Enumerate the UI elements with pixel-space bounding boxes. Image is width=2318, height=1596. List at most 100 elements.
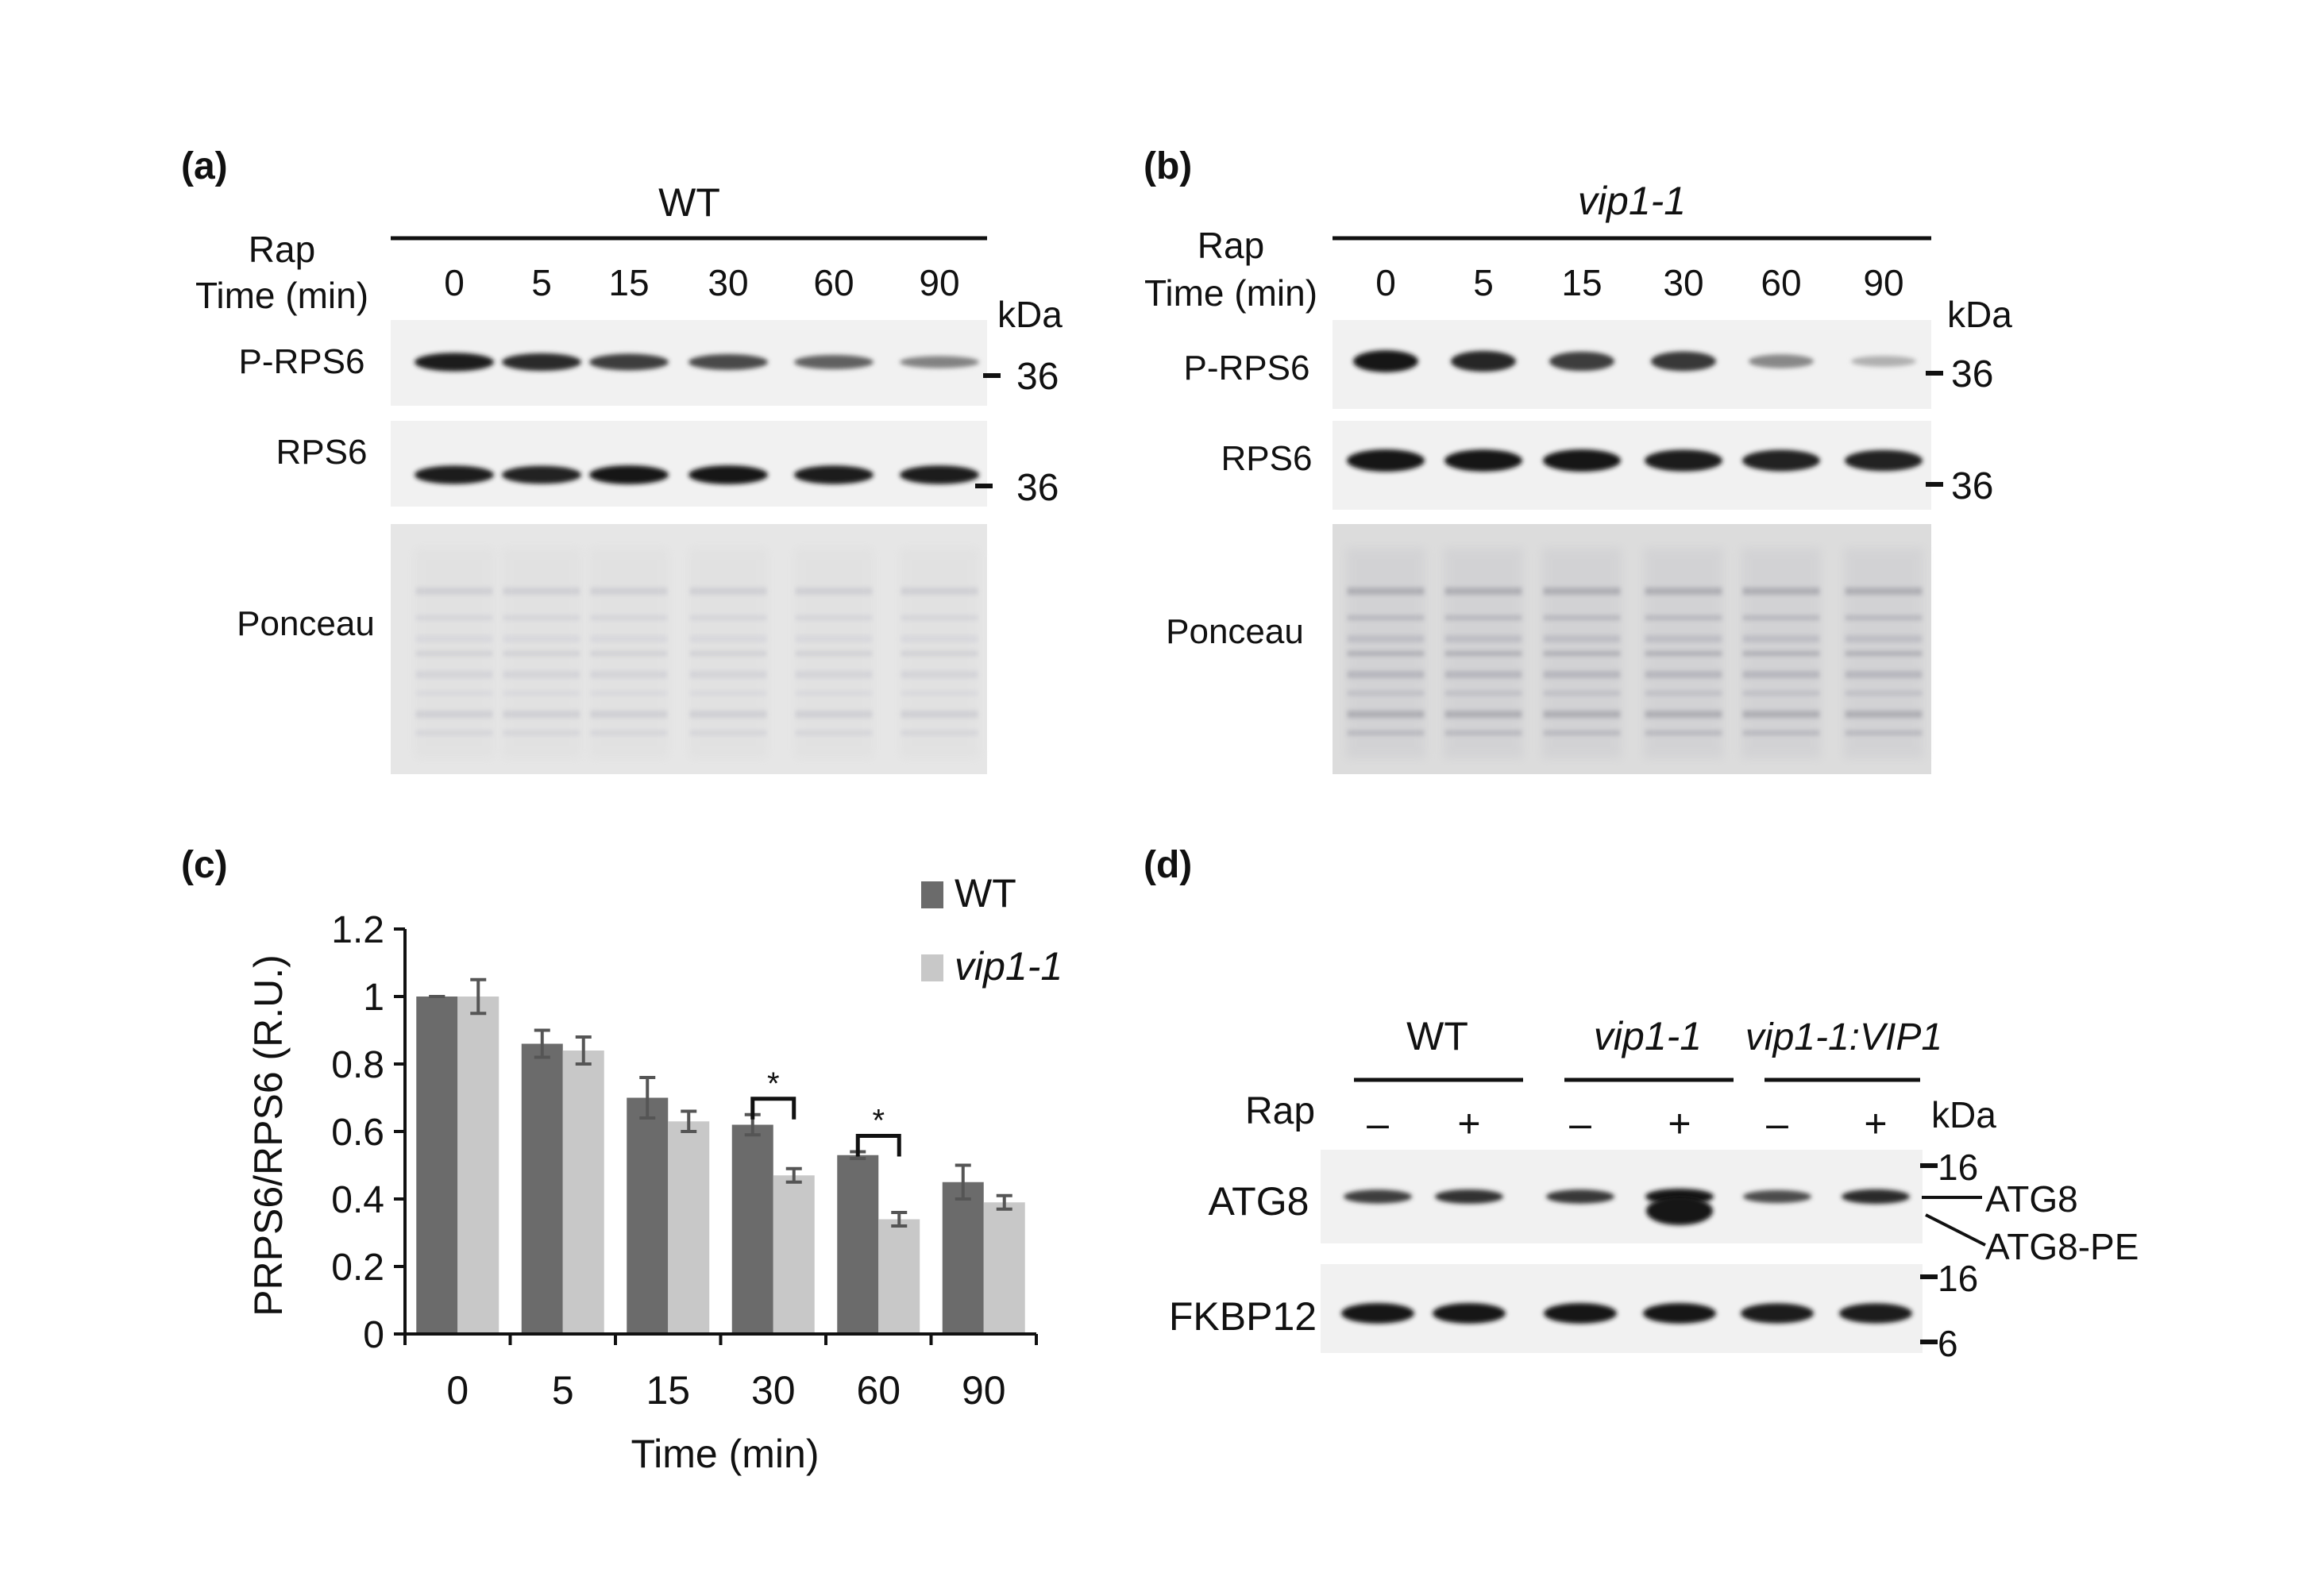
panel-a-prps6-band-lane-5	[794, 354, 874, 370]
panel-b-lane-60: 60	[1761, 262, 1801, 303]
panel-b-rps6-bands	[1347, 449, 1923, 472]
panel-b-ponceau-lane-4-smear	[1644, 548, 1723, 758]
panel-b-prps6-band-lane-3	[1549, 351, 1614, 372]
panel-b-ponceau-lane-3-smear	[1542, 548, 1622, 758]
significance-bracket-60	[855, 1134, 901, 1157]
panel-b-rps6-band-lane-5	[1742, 449, 1820, 472]
y-tick-label-0.4: 0.4	[331, 1179, 384, 1221]
panel-d-group-vip1-1-vip1: vip1-1:VIP1	[1745, 1016, 1942, 1058]
bar-WT-90	[942, 1182, 984, 1334]
panel-d-atg8-band-lane-3	[1546, 1189, 1614, 1204]
panel-d-atg8-band-lane-6	[1842, 1189, 1910, 1205]
panel-d-fkbp12-band-lane-6	[1839, 1303, 1912, 1324]
panel-d-rap-sign-1: –	[1367, 1101, 1389, 1146]
legend-swatch-vip1-1	[921, 954, 943, 981]
panel-a-ponceau-bands	[415, 548, 979, 758]
panel-c: (c) PRPS6/RPS6 (R.U.) Time (min) ** 0 5 15…	[181, 844, 1063, 1476]
panel-d-group-wt: WT	[1406, 1014, 1468, 1058]
panel-d-fkbp12-band-lane-5	[1741, 1303, 1814, 1324]
panel-d-blot-fkbp12	[1321, 1264, 1923, 1353]
panel-b-ponceau-lane-6-smear	[1844, 548, 1923, 758]
panel-d-group-vip1-1: vip1-1	[1594, 1014, 1702, 1058]
legend-label-WT: WT	[955, 871, 1016, 916]
panel-d-rap-sign-4: +	[1668, 1101, 1691, 1146]
bar-WT-5	[521, 1043, 563, 1334]
panel-d-band-label-atg8: ATG8	[1985, 1178, 2078, 1220]
panel-d-atg8-band-lane-1	[1344, 1189, 1412, 1204]
panel-d-fkbp12-band-lane-2	[1433, 1303, 1506, 1324]
panel-d-marker-atg8-16: 16	[1938, 1147, 1978, 1188]
panel-b-rap-label: Rap	[1198, 225, 1264, 266]
panel-d-atg8-band-lane-5	[1743, 1189, 1811, 1204]
panel-a-row-rps6: RPS6	[276, 433, 368, 472]
panel-d-rap-sign-6: +	[1864, 1101, 1887, 1146]
axes: 0 5 15 30 60 90 0 0.2 0.4 0.6 0.8 1 1.2	[331, 909, 1038, 1413]
panel-b-lane-0: 0	[1375, 262, 1396, 303]
panel-a-lane-0: 0	[444, 262, 465, 303]
panel-b-kda: kDa	[1947, 294, 2012, 335]
panel-a-prps6-band-lane-1	[415, 353, 494, 372]
panel-b-genotype: vip1-1	[1578, 179, 1686, 223]
panel-d-fkbp12-band-lane-4	[1643, 1303, 1716, 1324]
panel-a-blot-rps6	[391, 421, 987, 507]
panel-b-prps6-band-lane-1	[1353, 350, 1418, 372]
y-tick-label-0: 0	[363, 1314, 384, 1356]
panel-b-marker-rps6: 36	[1951, 465, 1993, 507]
panel-b-lane-30: 30	[1663, 262, 1703, 303]
panel-b-prps6-bands	[1353, 350, 1916, 372]
panel-b-blot-ponceau	[1333, 524, 1931, 774]
panel-d-atg8-bands	[1344, 1189, 1910, 1225]
panel-a-time-label: Time (min)	[195, 275, 368, 316]
y-tick-label-1.2: 1.2	[331, 909, 384, 951]
panel-a-row-prps6: P-RPS6	[239, 342, 365, 381]
panel-a-prps6-bands	[415, 353, 979, 372]
panel-b-rps6-band-lane-2	[1444, 449, 1522, 472]
panel-b-prps6-band-lane-4	[1651, 351, 1716, 372]
panel-b-prps6-band-lane-6	[1851, 356, 1916, 367]
panel-d-label: (d)	[1144, 844, 1192, 886]
panel-d-rap-label: Rap	[1245, 1090, 1315, 1132]
panel-d-atg8-pe-band	[1646, 1197, 1713, 1225]
panel-b-ponceau-bands	[1346, 548, 1923, 758]
panel-a-prps6-band-lane-4	[688, 354, 768, 370]
panel-a-lane-30: 30	[708, 262, 748, 303]
panel-b-lane-labels: 0 5 15 30 60 90	[1375, 262, 1903, 303]
panel-a-rps6-band-lane-5	[794, 465, 874, 484]
panel-b-ponceau-lane-5-smear	[1741, 548, 1821, 758]
panel-a-ponceau-lane-6-smear	[900, 548, 979, 758]
panel-d-marker-fkbp12-16: 16	[1938, 1258, 1978, 1299]
bar-vip1-1-15	[668, 1121, 710, 1334]
panel-d: (d) WT vip1-1 vip1-1:VIP1 Rap – + – + – + kDa…	[1144, 844, 2139, 1364]
bar-WT-30	[731, 1124, 773, 1334]
panel-b-marker-prps6: 36	[1951, 353, 1993, 395]
panel-d-fkbp12-bands	[1341, 1303, 1912, 1324]
y-tick-label-0.8: 0.8	[331, 1044, 384, 1086]
bars	[416, 997, 1025, 1334]
significance-bracket-30	[750, 1097, 796, 1120]
bar-WT-60	[837, 1155, 879, 1334]
panel-a-marker-rps6: 36	[1016, 467, 1059, 509]
panel-b-lane-15: 15	[1561, 262, 1602, 303]
panel-b-prps6-band-lane-5	[1749, 354, 1814, 368]
panel-d-pointer-atg8-pe	[1925, 1213, 1986, 1247]
panel-a-genotype: WT	[658, 180, 720, 225]
y-axis-label: PRPS6/RPS6 (R.U.)	[246, 954, 291, 1317]
x-tick-label-30: 30	[751, 1368, 796, 1413]
panel-b-rps6-band-lane-4	[1645, 449, 1722, 472]
panel-d-band-label-atg8-pe: ATG8-PE	[1985, 1226, 2139, 1267]
panel-b-lane-90: 90	[1863, 262, 1903, 303]
panel-b-ponceau-lane-2-smear	[1444, 548, 1523, 758]
panel-d-fkbp12-band-lane-1	[1341, 1303, 1414, 1324]
panel-d-rap-sign-5: –	[1766, 1101, 1788, 1146]
y-tick-label-0.2: 0.2	[331, 1247, 384, 1289]
panel-b: (b) vip1-1 Rap Time (min) 0 5 15 30 60 90 kDa…	[1144, 145, 2012, 774]
x-tick-label-60: 60	[856, 1368, 901, 1413]
panel-a-rap-label: Rap	[249, 229, 315, 270]
bar-vip1-1-0	[457, 997, 499, 1334]
panel-d-rap-sign-3: –	[1569, 1101, 1591, 1146]
panel-d-marker-fkbp12-6: 6	[1938, 1323, 1958, 1364]
x-axis-label: Time (min)	[631, 1432, 819, 1476]
panel-a-ponceau-lane-5-smear	[794, 548, 874, 758]
panel-a-ponceau-lane-4-smear	[688, 548, 768, 758]
panel-a-prps6-band-lane-6	[900, 356, 979, 368]
